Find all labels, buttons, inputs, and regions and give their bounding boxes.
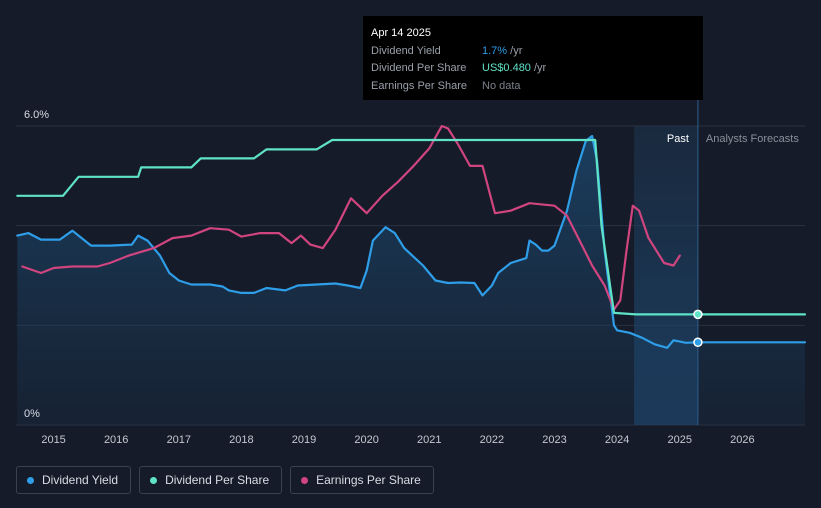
tooltip-label: Earnings Per Share [371, 79, 467, 92]
x-axis-labels: 2015 2016 2017 2018 2019 2020 2021 2022 2023 2024… [41, 434, 754, 446]
tooltip-row-dividend-yield: Dividend Yield 1.7% /yr [371, 43, 695, 61]
y-tick-label: 6.0% [24, 109, 49, 121]
series-area-dividend-yield [17, 136, 805, 425]
series-line-earnings-per-share [21, 124, 681, 311]
legend-item-dividend-per-share[interactable]: Dividend Per Share [139, 466, 283, 494]
x-tick-label: 2018 [229, 434, 253, 446]
tooltip-value: No data [482, 79, 521, 92]
y-tick-label: 0% [24, 408, 40, 420]
tooltip-row-dividend-per-share: Dividend Per Share US$0.480 /yr [371, 60, 695, 78]
x-tick-label: 2020 [354, 434, 378, 446]
legend-label: Dividend Per Share [165, 473, 270, 487]
tooltip: Apr 14 2025 Dividend Yield 1.7% /yr Divi… [363, 16, 703, 100]
x-tick-label: 2023 [542, 434, 566, 446]
marker-dividend-per-share [693, 309, 703, 320]
tooltip-suffix: /yr [507, 44, 523, 57]
tooltip-label: Dividend Yield [371, 44, 441, 57]
tooltip-label: Dividend Per Share [371, 62, 467, 74]
tooltip-date: Apr 14 2025 [371, 27, 431, 39]
tooltip-row-earnings-per-share: Earnings Per Share No data [371, 78, 695, 96]
legend-item-dividend-yield[interactable]: Dividend Yield [16, 466, 132, 494]
legend-label: Earnings Per Share [316, 473, 421, 487]
forecast-region-label: Analysts Forecasts [706, 133, 799, 145]
x-tick-label: 2019 [292, 434, 316, 446]
x-tick-label: 2026 [730, 434, 754, 446]
past-region-label: Past [667, 133, 689, 145]
x-tick-label: 2016 [104, 434, 128, 446]
x-tick-label: 2024 [605, 434, 629, 446]
y-axis-labels: 6.0% 0% [24, 109, 49, 420]
tooltip-value: 1.7% [482, 44, 508, 57]
x-tick-label: 2021 [417, 434, 441, 446]
legend-dot-icon [301, 476, 309, 484]
legend-label: Dividend Yield [42, 473, 119, 487]
series-layer [16, 124, 807, 425]
series-line-dividend-per-share [16, 138, 807, 316]
x-tick-label: 2017 [167, 434, 191, 446]
marker-dividend-yield [693, 337, 703, 348]
legend-dot-icon [150, 476, 158, 484]
tooltip-value: US$0.480 [482, 62, 531, 74]
series-markers [693, 309, 703, 348]
legend-dot-icon [27, 476, 34, 484]
tooltip-suffix: /yr [530, 62, 547, 74]
x-tick-label: 2025 [668, 434, 692, 446]
x-tick-label: 2015 [41, 434, 65, 446]
x-tick-label: 2022 [480, 434, 504, 446]
legend: Dividend Yield Dividend Per Share Earnin… [16, 466, 434, 494]
legend-item-earnings-per-share[interactable]: Earnings Per Share [290, 466, 434, 494]
